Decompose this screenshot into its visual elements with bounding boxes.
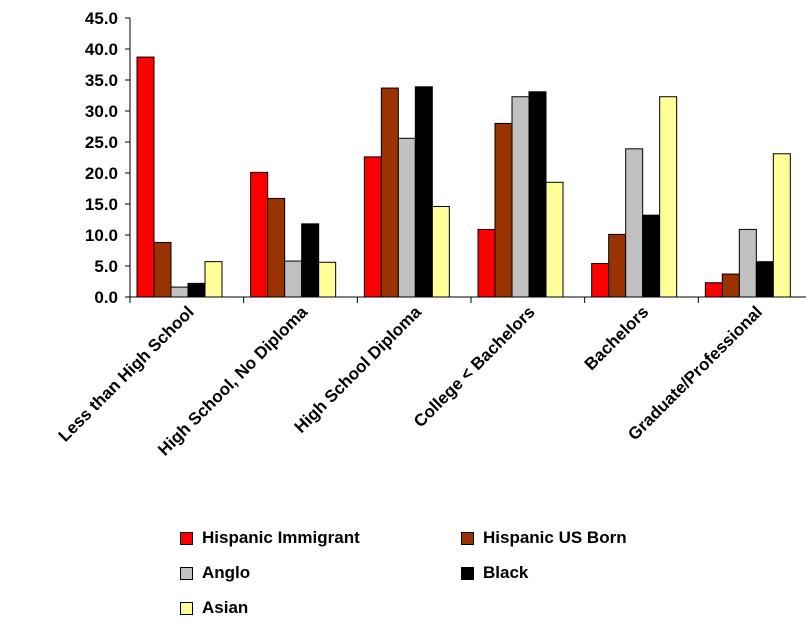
bar-hispanic-us-born-3 xyxy=(494,122,513,298)
bar-hispanic-us-born-2 xyxy=(380,87,399,298)
bar-asian-2 xyxy=(431,205,450,298)
bar-asian-1 xyxy=(318,261,337,298)
legend-label: Asian xyxy=(202,598,249,617)
y-tick-label: 25.0 xyxy=(85,133,118,152)
legend-label: Hispanic US Born xyxy=(483,528,627,547)
bar-hispanic-immigrant-5 xyxy=(704,282,723,298)
bar-anglo-3 xyxy=(511,96,530,298)
bar-hispanic-us-born-0 xyxy=(153,241,172,298)
legend-item: Hispanic Immigrant xyxy=(180,528,360,548)
legend-label: Black xyxy=(483,563,529,582)
bar-hispanic-immigrant-4 xyxy=(591,263,610,298)
bar-hispanic-us-born-4 xyxy=(608,233,627,298)
bar-asian-3 xyxy=(545,181,564,298)
legend-swatch xyxy=(180,531,193,545)
bar-black-5 xyxy=(755,261,774,298)
y-tick-label: 40.0 xyxy=(85,40,118,59)
x-category-label: High School Diploma xyxy=(291,302,426,437)
y-tick-label: 45.0 xyxy=(85,9,118,28)
bar-hispanic-us-born-1 xyxy=(267,197,286,298)
bar-black-3 xyxy=(528,91,547,298)
bar-hispanic-us-born-5 xyxy=(721,273,740,298)
y-tick-label: 10.0 xyxy=(85,226,118,245)
y-tick-label: 35.0 xyxy=(85,71,118,90)
legend-swatch xyxy=(461,566,474,580)
y-axis: 0.0 5.0 10.0 15.0 20.0 25.0 30.0 35.0 40.0 45.0 xyxy=(85,9,131,307)
bar-black-1 xyxy=(301,223,320,298)
legend-swatch xyxy=(461,531,474,545)
legend-item: Asian xyxy=(180,598,248,618)
legend-item: Hispanic US Born xyxy=(461,528,627,548)
x-category-label: Graduate/Professional xyxy=(624,302,766,444)
legend-item: Anglo xyxy=(180,563,250,583)
y-tick-label: 30.0 xyxy=(85,102,118,121)
bars xyxy=(136,56,791,298)
legend-swatch xyxy=(180,601,193,615)
legend-label: Anglo xyxy=(202,563,251,582)
bar-anglo-5 xyxy=(738,228,757,298)
y-tick-label: 20.0 xyxy=(85,164,118,183)
bar-anglo-0 xyxy=(170,286,189,298)
bar-hispanic-immigrant-3 xyxy=(477,228,496,298)
x-category-label: Bachelors xyxy=(581,302,653,374)
bar-black-2 xyxy=(414,86,433,298)
bar-asian-4 xyxy=(659,96,678,298)
legend-label: Hispanic Immigrant xyxy=(202,528,360,547)
legend-swatch xyxy=(180,566,193,580)
bar-asian-5 xyxy=(772,153,791,298)
bar-asian-0 xyxy=(204,261,223,298)
bar-hispanic-immigrant-2 xyxy=(363,156,382,298)
bar-black-4 xyxy=(642,214,661,298)
bar-black-0 xyxy=(187,282,206,298)
bar-anglo-1 xyxy=(284,260,303,298)
y-tick-label: 0.0 xyxy=(94,288,118,307)
bar-anglo-4 xyxy=(625,148,644,298)
legend-item: Black xyxy=(461,563,528,583)
bar-hispanic-immigrant-1 xyxy=(250,171,269,298)
bar-anglo-2 xyxy=(397,137,416,298)
x-category-label: College < Bachelors xyxy=(410,302,539,431)
y-tick-label: 15.0 xyxy=(85,195,118,214)
bar-hispanic-immigrant-0 xyxy=(136,56,155,298)
y-tick-label: 5.0 xyxy=(94,257,118,276)
